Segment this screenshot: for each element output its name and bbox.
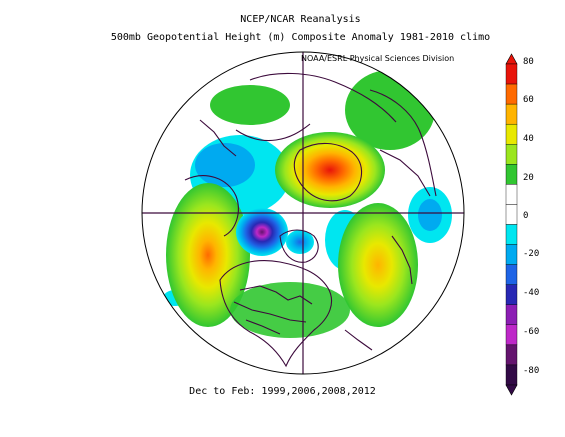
coastlines [184, 72, 437, 368]
figure-title-line1: NCEP/NCAR Reanalysis [240, 14, 361, 25]
map-boundary [141, 51, 465, 375]
colorbar-tick-label: 80 [523, 57, 534, 67]
figure-title-line2: 500mb Geopotential Height (m) Composite … [110, 32, 491, 43]
colorbar-segment [505, 123, 518, 145]
colorbar-tick-label: 40 [523, 134, 534, 144]
anomaly-positive-north [210, 85, 290, 125]
colorbar-segment [505, 364, 518, 386]
colorbar-segment [505, 103, 518, 125]
colorbar-bottom-arrow [505, 384, 518, 396]
colorbar-tick-label: 60 [523, 95, 534, 105]
colorbar-segment [505, 344, 518, 366]
colorbar-segment [505, 164, 518, 185]
colorbar-segment [505, 204, 518, 225]
anomaly-positive-pacific [166, 183, 250, 327]
colorbar-segment [505, 184, 518, 205]
colorbar-tick-label: -40 [523, 288, 540, 298]
colorbar-segment [505, 264, 518, 285]
colorbar-top-arrow [505, 53, 518, 65]
colorbar-segment [505, 284, 518, 305]
anomaly-negative-hudson-bay [236, 208, 288, 256]
credit-text: NOAA/ESRL Physical Sciences Division [301, 54, 455, 63]
colorbar-segment [505, 224, 518, 245]
colorbar-tick-label: -80 [523, 366, 540, 376]
anomaly-negative-eurasia-core [195, 143, 255, 187]
colorbar-segment [505, 63, 518, 85]
colorbar [505, 53, 518, 396]
colorbar-segment [505, 324, 518, 346]
colorbar-tick-label: 0 [523, 211, 529, 221]
colorbar-segment [505, 244, 518, 265]
colorbar-tick-label: 20 [523, 173, 534, 183]
colorbar-segment [505, 304, 518, 326]
anomaly-positive-atlantic [338, 203, 418, 327]
colorbar-tick-label: -60 [523, 327, 540, 337]
footer-text: Dec to Feb: 1999,2006,2008,2012 [189, 386, 376, 397]
colorbar-tick-label: -20 [523, 249, 540, 259]
colorbar-segment [505, 83, 518, 105]
colorbar-segment [505, 144, 518, 165]
